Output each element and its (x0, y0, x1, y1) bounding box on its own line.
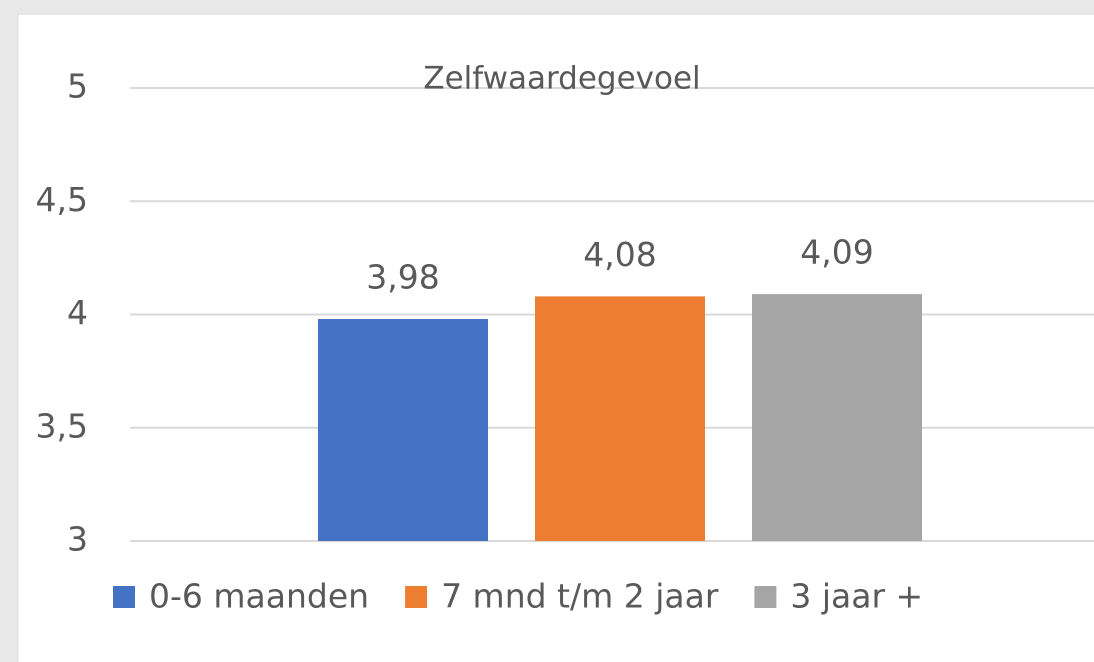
data-label: 4,09 (800, 233, 873, 272)
bar (318, 319, 488, 541)
legend-swatch (113, 586, 135, 608)
bar (752, 294, 922, 541)
legend-label: 7 mnd t/m 2 jaar (441, 577, 719, 616)
y-tick-label: 3,5 (36, 406, 88, 445)
chart-title: Zelfwaardegevoel (423, 61, 700, 97)
data-label: 4,08 (583, 235, 656, 274)
legend-label: 3 jaar + (790, 577, 923, 616)
y-tick-label: 4,5 (36, 180, 88, 219)
data-label: 3,98 (366, 258, 439, 297)
bar (535, 296, 705, 541)
plot (318, 294, 922, 541)
legend-label: 0-6 maanden (149, 577, 369, 616)
y-tick-label: 5 (67, 67, 88, 106)
y-tick-label: 3 (67, 520, 88, 559)
legend-swatch (754, 586, 777, 608)
legend-swatch (405, 586, 428, 608)
y-tick-label: 4 (67, 293, 88, 332)
